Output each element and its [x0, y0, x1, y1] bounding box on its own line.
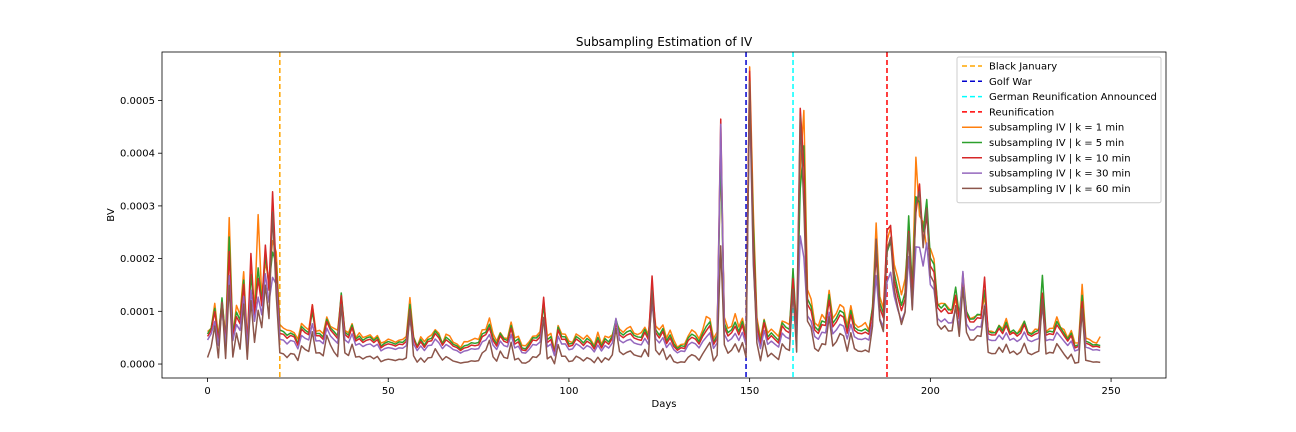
x-axis: 0 50 100 150 200 250	[204, 378, 1121, 397]
legend: Black January Golf War German Reunificatio…	[956, 56, 1162, 204]
legend-label-6: subsampling IV | k = 10 min	[989, 153, 1131, 164]
legend-label-7: subsampling IV | k = 30 min	[989, 169, 1131, 180]
y-tick-label: 0.0001	[120, 307, 155, 318]
x-tick-label: 250	[1102, 386, 1121, 397]
x-tick-label: 150	[740, 386, 759, 397]
plot-frame	[161, 51, 1167, 379]
x-tick-label: 200	[921, 386, 940, 397]
x-tick-label: 50	[382, 386, 395, 397]
y-tick-label: 0.0004	[120, 149, 155, 160]
y-axis-label: BV	[106, 208, 117, 222]
legend-label-0: Black January	[989, 62, 1057, 73]
legend-label-4: subsampling IV | k = 1 min	[989, 123, 1124, 134]
legend-label-5: subsampling IV | k = 5 min	[989, 138, 1124, 149]
series-line-2	[206, 70, 1101, 355]
chart-title: Subsampling Estimation of IV	[576, 35, 753, 49]
y-tick-label: 0.0005	[120, 96, 155, 107]
x-tick-label: 100	[559, 386, 578, 397]
y-axis: 0.0000 0.0001 0.0002 0.0003 0.0004 0.0005	[120, 96, 162, 371]
legend-box	[956, 56, 1162, 204]
legend-label-1: Golf War	[989, 77, 1033, 88]
legend-label-3: Reunification	[989, 107, 1054, 118]
legend-label-2: German Reunification Announced	[989, 92, 1157, 103]
y-tick-label: 0.0002	[120, 254, 155, 265]
plot-area	[206, 52, 1101, 378]
y-tick-label: 0.0000	[120, 360, 155, 371]
legend-label-8: subsampling IV | k = 60 min	[989, 184, 1131, 195]
x-axis-label: Days	[652, 399, 677, 410]
series-line-4	[206, 80, 1101, 365]
y-tick-label: 0.0003	[120, 201, 155, 212]
x-tick-label: 0	[204, 386, 210, 397]
